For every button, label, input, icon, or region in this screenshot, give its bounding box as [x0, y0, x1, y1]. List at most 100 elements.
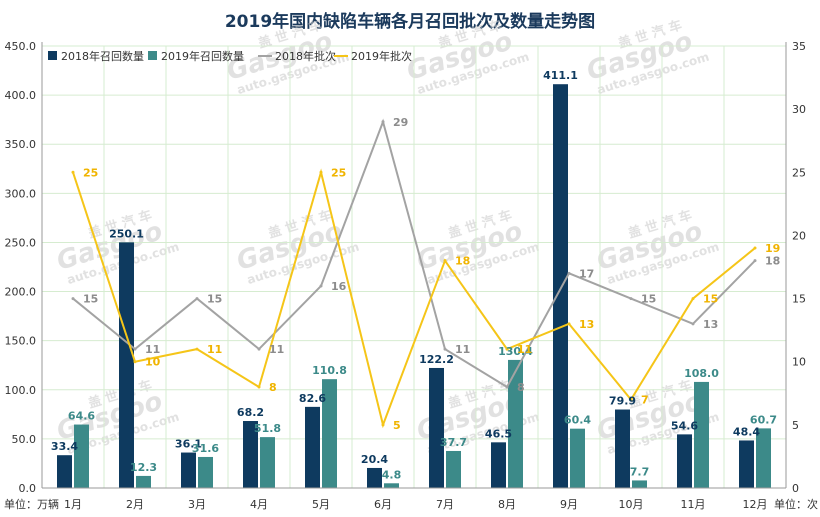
bar-2019-recall [446, 450, 461, 488]
point-2019-batches [753, 246, 757, 250]
legend-swatch [48, 51, 57, 60]
left-y-tick-label: 400.0 [5, 89, 37, 102]
right-unit-label: 单位：次 [774, 497, 818, 511]
x-tick-label: 2月 [126, 498, 144, 511]
bar-2018-recall [181, 452, 196, 488]
line-2019-label: 15 [703, 293, 718, 306]
point-2019-batches [629, 398, 633, 402]
line-2019-label: 8 [269, 381, 277, 394]
line-2019-label: 11 [517, 343, 532, 356]
data-labels: 33.4 250.1 36.1 68.2 82.6 20.4 122.2 46.5 411.1 7… [51, 69, 780, 481]
point-2019-batches [257, 385, 261, 389]
bar-2018-label: 46.5 [485, 427, 512, 440]
bar-2019-recall [260, 437, 275, 488]
point-2019-batches [443, 259, 447, 263]
bar-2019-recall [570, 428, 585, 488]
point-2018-batches [443, 347, 447, 351]
point-2019-batches [505, 347, 509, 351]
bar-2018-recall [615, 409, 630, 488]
point-2019-batches [71, 170, 75, 174]
left-y-tick-label: 350.0 [5, 138, 37, 151]
left-y-tick-label: 450.0 [5, 40, 37, 53]
point-2018-batches [195, 297, 199, 301]
x-tick-label: 4月 [250, 498, 268, 511]
line-2019-label: 11 [207, 343, 222, 356]
bar-2019-recall [756, 428, 771, 488]
line-2018-label: 15 [641, 293, 656, 306]
legend-label: 2019年召回数量 [161, 49, 244, 63]
legend-label: 2018年批次 [275, 49, 336, 63]
bar-2019-recall [136, 475, 151, 488]
right-y-tick-label: 10 [792, 356, 806, 369]
point-2018-batches [133, 347, 137, 351]
left-y-tick-label: 200.0 [5, 286, 37, 299]
bar-2018-recall [739, 440, 754, 488]
bar-2018-label: 79.9 [609, 395, 636, 408]
bar-2019-recall [632, 480, 647, 488]
x-tick-label: 9月 [560, 498, 578, 511]
point-2018-batches [257, 347, 261, 351]
bar-2019-label: 51.8 [254, 422, 281, 435]
line-2019-label: 19 [765, 242, 780, 255]
legend-label: 2019年批次 [351, 49, 412, 63]
point-2018-batches [691, 322, 695, 326]
point-2019-batches [319, 170, 323, 174]
bar-2018-recall [57, 455, 72, 488]
line-2019-label: 7 [641, 394, 649, 407]
bar-2018-recall [491, 442, 506, 488]
bar-2018-recall [305, 406, 320, 488]
x-tick-label: 12月 [743, 498, 768, 511]
point-2019-batches [691, 297, 695, 301]
axes: 0.0 50.0 100.0 150.0 200.0 250.0 300.0 350.0 400… [5, 40, 807, 511]
line-2019-label: 25 [83, 166, 98, 179]
bar-2018-label: 82.6 [299, 392, 326, 405]
bar-2019-recall [508, 359, 523, 488]
bar-2018-recall [677, 434, 692, 488]
bar-2018-label: 411.1 [543, 69, 578, 82]
point-2018-batches [381, 120, 385, 124]
bar-2018-label: 36.1 [175, 438, 202, 451]
x-tick-label: 8月 [498, 498, 516, 511]
bar-2019-recall [74, 424, 89, 488]
right-y-tick-label: 35 [792, 40, 806, 53]
bar-2019-label: 108.0 [684, 367, 719, 380]
left-y-tick-label: 50.0 [12, 433, 37, 446]
bar-2018-recall [429, 367, 444, 488]
line-2019-label: 5 [393, 419, 401, 432]
line-2019-label: 13 [579, 318, 594, 331]
point-2018-batches [629, 297, 633, 301]
bar-2018-recall [367, 467, 382, 488]
x-tick-label: 5月 [312, 498, 330, 511]
right-y-tick-label: 5 [792, 419, 799, 432]
right-y-tick-label: 20 [792, 229, 806, 242]
point-2018-batches [505, 385, 509, 389]
x-tick-label: 7月 [436, 498, 454, 511]
bar-2019-recall [322, 379, 337, 488]
line-2018-label: 18 [765, 255, 780, 268]
line-2018-label: 8 [517, 381, 525, 394]
line-2018-label: 13 [703, 318, 718, 331]
x-tick-label: 11月 [681, 498, 706, 511]
bar-2019-recall [384, 483, 399, 488]
line-2019-label: 18 [455, 255, 470, 268]
point-2018-batches [71, 297, 75, 301]
bar-2019-label: 7.7 [630, 465, 650, 478]
legend: 2018年召回数量 2019年召回数量 2018年批次 2019年批次 [48, 49, 412, 63]
line-2018-label: 15 [83, 293, 98, 306]
bar-2018-recall [243, 421, 258, 488]
legend-label: 2018年召回数量 [61, 49, 144, 63]
line-2019-label: 10 [145, 356, 161, 369]
bar-2018-recall [553, 84, 568, 489]
bar-2018-label: 20.4 [361, 453, 388, 466]
bar-2019-label: 4.8 [382, 468, 402, 481]
left-y-tick-label: 150.0 [5, 335, 37, 348]
x-tick-label: 3月 [188, 498, 206, 511]
bar-2018-label: 68.2 [237, 406, 264, 419]
right-y-tick-label: 0 [792, 482, 799, 495]
point-2019-batches [133, 360, 137, 364]
